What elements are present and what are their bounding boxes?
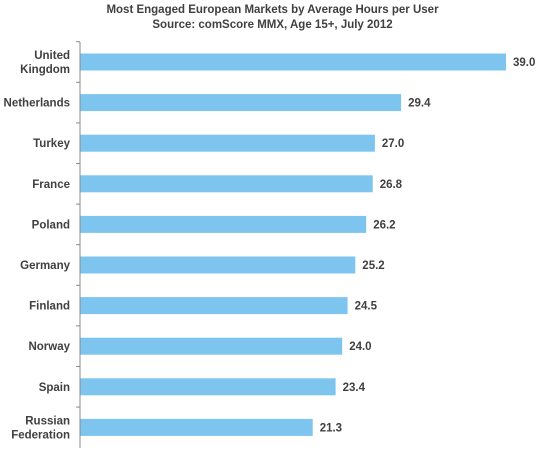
category-label: France <box>32 179 70 191</box>
data-label: 39.0 <box>513 57 535 69</box>
bar-norway <box>80 337 343 355</box>
category-label: Poland <box>32 219 70 231</box>
chart-title: Most Engaged European Markets by Average… <box>106 4 439 16</box>
category-label: Netherlands <box>4 98 70 110</box>
category-label: Spain <box>39 382 70 394</box>
data-label: 24.5 <box>355 301 378 313</box>
data-label: 26.8 <box>380 179 403 191</box>
bar-poland <box>80 215 367 233</box>
bar-germany <box>80 256 356 274</box>
chart-title-block: Most Engaged European Markets by Average… <box>0 3 545 33</box>
category-label: United Kingdom <box>20 50 70 76</box>
data-label: 26.2 <box>373 219 395 231</box>
category-label: Finland <box>29 301 70 313</box>
category-label: Turkey <box>33 138 70 150</box>
data-label: 24.0 <box>349 341 371 353</box>
chart-subtitle: Source: comScore MMX, Age 15+, July 2012 <box>152 19 393 31</box>
bar-turkey <box>80 134 375 152</box>
bar-spain <box>80 378 336 396</box>
category-label: Norway <box>28 341 70 353</box>
bar-united-kingdom <box>80 53 506 71</box>
data-label: 29.4 <box>408 98 431 110</box>
bar-finland <box>80 297 348 315</box>
bar-france <box>80 175 373 193</box>
bar-netherlands <box>80 94 402 112</box>
data-label: 23.4 <box>343 382 366 394</box>
category-label: Germany <box>20 260 70 272</box>
bar-russian-federation <box>80 418 313 436</box>
data-label: 27.0 <box>382 138 404 150</box>
data-label: 21.3 <box>320 422 342 434</box>
data-label: 25.2 <box>362 260 384 272</box>
category-label: Russian Federation <box>11 415 70 441</box>
